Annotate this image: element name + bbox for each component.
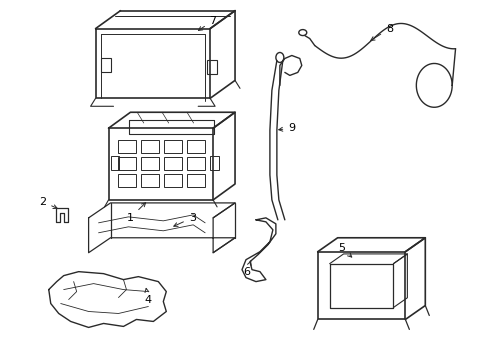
Text: 6: 6 [243,261,251,276]
Bar [110,156,119,170]
Text: 5: 5 [337,243,351,257]
Bar [164,174,182,187]
Bar [210,156,219,170]
Text: 3: 3 [173,213,195,226]
Bar [101,58,110,72]
Bar [187,174,205,187]
Bar [207,60,217,75]
Bar [118,174,136,187]
Bar [187,157,205,170]
Bar [118,140,136,153]
Text: 2: 2 [39,197,57,208]
Text: 7: 7 [198,15,216,31]
Text: 4: 4 [144,288,152,305]
Bar [141,174,159,187]
Bar [118,157,136,170]
Bar [141,157,159,170]
Bar [187,140,205,153]
Text: 8: 8 [370,24,392,40]
Bar [164,157,182,170]
Bar [141,140,159,153]
Text: 9: 9 [278,123,295,133]
Bar [164,140,182,153]
Text: 1: 1 [127,203,145,223]
